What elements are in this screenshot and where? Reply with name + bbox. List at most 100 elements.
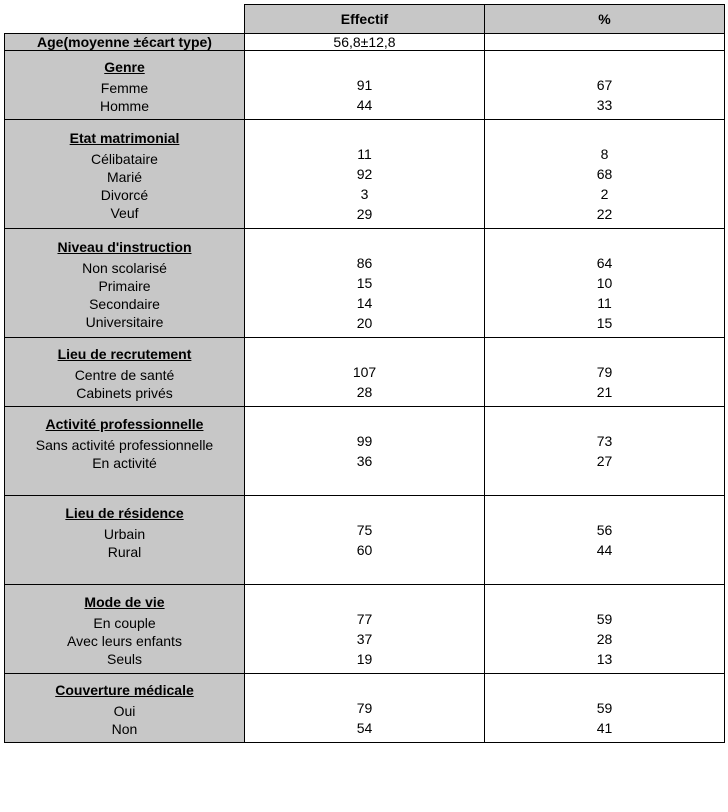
table-row: GenreFemmeHomme 9144 6733 — [5, 51, 725, 120]
row-item-label: Non — [5, 720, 244, 738]
header-percent: % — [485, 5, 725, 34]
blank-spacer — [485, 233, 724, 253]
blank-spacer — [245, 589, 484, 609]
row-item-pct: 67 — [485, 75, 724, 95]
blank-spacer — [245, 678, 484, 698]
row-item-label: Divorcé — [5, 186, 244, 204]
row-item-pct: 10 — [485, 273, 724, 293]
section-head: Couverture médicale — [5, 678, 244, 702]
row-item-pct: 27 — [485, 451, 724, 471]
age-row: Age(moyenne ±écart type) 56,8±12,8 — [5, 34, 725, 51]
row-item-effectif: 15 — [245, 273, 484, 293]
row-item-effectif: 28 — [245, 382, 484, 402]
section-effectif-cell: 7560 — [245, 496, 485, 585]
row-item-effectif: 37 — [245, 629, 484, 649]
blank-spacer — [245, 124, 484, 144]
table-row: Mode de vieEn coupleAvec leurs enfantsSe… — [5, 585, 725, 674]
blank-spacer — [485, 678, 724, 698]
blank-spacer — [485, 560, 724, 580]
row-item-pct: 8 — [485, 144, 724, 164]
blank-spacer — [485, 342, 724, 362]
row-item-label: Centre de santé — [5, 366, 244, 384]
age-effectif: 56,8±12,8 — [245, 34, 485, 51]
blank-spacer — [5, 561, 244, 579]
row-item-effectif: 99 — [245, 431, 484, 451]
row-item-label: Homme — [5, 97, 244, 115]
blank-spacer — [245, 471, 484, 491]
row-item-pct: 21 — [485, 382, 724, 402]
section-effectif-cell: 9144 — [245, 51, 485, 120]
demographics-table: Effectif % Age(moyenne ±écart type) 56,8… — [4, 4, 725, 743]
row-item-pct: 22 — [485, 204, 724, 224]
section-pct-cell: 7327 — [485, 407, 725, 496]
section-effectif-cell: 773719 — [245, 585, 485, 674]
row-item-pct: 44 — [485, 540, 724, 560]
row-item-label: Urbain — [5, 525, 244, 543]
row-item-label: Veuf — [5, 204, 244, 222]
row-item-label: Primaire — [5, 277, 244, 295]
section-pct-cell: 592813 — [485, 585, 725, 674]
row-item-effectif: 75 — [245, 520, 484, 540]
section-effectif-cell: 9936 — [245, 407, 485, 496]
row-item-label: Rural — [5, 543, 244, 561]
blank-spacer — [5, 472, 244, 490]
blank-spacer — [245, 233, 484, 253]
table-header-row: Effectif % — [5, 5, 725, 34]
blank-spacer — [485, 471, 724, 491]
section-head: Genre — [5, 55, 244, 79]
section-effectif-cell: 86151420 — [245, 229, 485, 338]
table-row: Lieu de recrutementCentre de santéCabine… — [5, 338, 725, 407]
blank-spacer — [485, 500, 724, 520]
row-item-pct: 15 — [485, 313, 724, 333]
row-item-label: Cabinets privés — [5, 384, 244, 402]
row-item-effectif: 36 — [245, 451, 484, 471]
row-item-effectif: 91 — [245, 75, 484, 95]
row-item-effectif: 20 — [245, 313, 484, 333]
row-item-effectif: 60 — [245, 540, 484, 560]
row-item-label: Sans activité professionnelle — [5, 436, 244, 454]
row-item-effectif: 54 — [245, 718, 484, 738]
section-head: Etat matrimonial — [5, 126, 244, 150]
blank-spacer — [245, 560, 484, 580]
row-item-effectif: 86 — [245, 253, 484, 273]
section-label-cell: Niveau d'instructionNon scolariséPrimair… — [5, 229, 245, 338]
row-item-label: Célibataire — [5, 150, 244, 168]
row-item-effectif: 14 — [245, 293, 484, 313]
section-effectif-cell: 1192329 — [245, 120, 485, 229]
row-item-effectif: 79 — [245, 698, 484, 718]
header-blank-cell — [5, 5, 245, 34]
section-pct-cell: 868222 — [485, 120, 725, 229]
table-row: Etat matrimonialCélibataireMariéDivorcéV… — [5, 120, 725, 229]
section-pct-cell: 64101115 — [485, 229, 725, 338]
row-item-effectif: 3 — [245, 184, 484, 204]
row-item-label: En couple — [5, 614, 244, 632]
table-row: Activité professionnelleSans activité pr… — [5, 407, 725, 496]
age-pct — [485, 34, 725, 51]
row-item-label: Seuls — [5, 650, 244, 668]
blank-spacer — [485, 124, 724, 144]
section-label-cell: Lieu de résidenceUrbainRural — [5, 496, 245, 585]
section-label-cell: Activité professionnelleSans activité pr… — [5, 407, 245, 496]
blank-spacer — [245, 342, 484, 362]
age-label: Age(moyenne ±écart type) — [5, 34, 245, 51]
row-item-pct: 28 — [485, 629, 724, 649]
section-pct-cell: 7921 — [485, 338, 725, 407]
row-item-label: En activité — [5, 454, 244, 472]
row-item-pct: 41 — [485, 718, 724, 738]
blank-spacer — [485, 589, 724, 609]
section-label-cell: Couverture médicaleOuiNon — [5, 674, 245, 743]
row-item-effectif: 19 — [245, 649, 484, 669]
row-item-label: Secondaire — [5, 295, 244, 313]
row-item-label: Femme — [5, 79, 244, 97]
table-body: Age(moyenne ±écart type) 56,8±12,8 Genre… — [5, 34, 725, 743]
section-pct-cell: 5941 — [485, 674, 725, 743]
row-item-effectif: 92 — [245, 164, 484, 184]
blank-spacer — [245, 411, 484, 431]
row-item-pct: 33 — [485, 95, 724, 115]
row-item-label: Universitaire — [5, 313, 244, 331]
row-item-pct: 59 — [485, 698, 724, 718]
section-head: Lieu de résidence — [5, 501, 244, 525]
section-label-cell: Etat matrimonialCélibataireMariéDivorcéV… — [5, 120, 245, 229]
row-item-pct: 79 — [485, 362, 724, 382]
section-pct-cell: 5644 — [485, 496, 725, 585]
